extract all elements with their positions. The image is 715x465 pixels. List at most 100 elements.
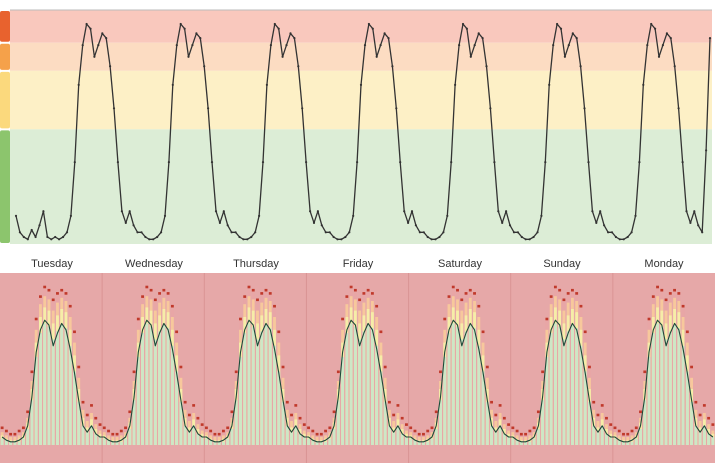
- max-marker: [519, 432, 523, 436]
- series-point: [14, 214, 18, 217]
- max-marker: [541, 370, 545, 374]
- max-marker: [600, 404, 604, 407]
- band-bar-lower: [596, 432, 600, 445]
- max-marker: [345, 295, 349, 298]
- max-marker: [124, 426, 127, 430]
- max-marker: [213, 432, 217, 436]
- band-bar-lower: [319, 441, 323, 445]
- max-marker: [528, 429, 532, 433]
- series-point: [379, 44, 382, 47]
- band-bar-lower: [515, 440, 519, 445]
- day-label-tuesday: Tuesday: [31, 258, 73, 270]
- band-bar-lower: [443, 357, 447, 445]
- series-point: [395, 107, 398, 110]
- max-marker: [285, 400, 289, 404]
- series-point: [442, 231, 445, 234]
- band-bar-lower: [56, 331, 59, 445]
- max-marker: [294, 404, 298, 407]
- series-point: [516, 231, 520, 234]
- band-bar-lower: [575, 328, 579, 445]
- band-bar-lower: [145, 323, 149, 445]
- max-marker: [634, 426, 638, 430]
- series-point: [50, 238, 53, 241]
- max-marker: [490, 400, 493, 404]
- max-marker: [430, 426, 434, 430]
- max-marker: [460, 298, 464, 302]
- max-marker: [456, 288, 459, 292]
- max-marker: [413, 429, 417, 433]
- series-point: [312, 221, 316, 224]
- day-dividers: [101, 273, 614, 463]
- max-marker: [26, 410, 30, 414]
- band-bar-lower: [456, 326, 459, 445]
- series-point: [226, 224, 229, 227]
- max-marker: [311, 429, 315, 433]
- series-point: [657, 55, 661, 58]
- series-point: [689, 221, 692, 224]
- band-bar-lower: [375, 345, 379, 445]
- max-marker: [651, 295, 655, 298]
- band-bar-lower: [677, 328, 681, 445]
- max-marker: [409, 426, 413, 430]
- series-point: [218, 221, 221, 224]
- band-bar-lower: [464, 331, 468, 445]
- max-marker: [609, 423, 613, 426]
- series-point: [207, 107, 210, 110]
- series-point: [610, 231, 614, 234]
- band-bar-lower: [702, 425, 706, 445]
- series-point: [622, 238, 625, 241]
- series-point: [701, 231, 704, 234]
- day-label-monday: Monday: [644, 258, 684, 270]
- series-point: [179, 22, 182, 26]
- max-marker: [119, 429, 123, 433]
- band-bar-lower: [217, 441, 221, 445]
- series-point: [140, 231, 143, 234]
- series-point: [124, 221, 127, 224]
- band-bar-lower: [622, 441, 625, 445]
- max-marker: [673, 288, 676, 292]
- band-bar-lower: [26, 429, 30, 445]
- band-bar-lower: [179, 401, 183, 445]
- series-point: [461, 22, 465, 26]
- band-bar-lower: [588, 401, 591, 445]
- zone-marker-high: [0, 43, 10, 70]
- max-marker: [400, 416, 404, 420]
- max-marker: [562, 298, 566, 302]
- band-bar-lower: [639, 429, 642, 445]
- band-bar-lower: [209, 440, 213, 445]
- band-bar-lower: [17, 441, 21, 445]
- band-bar-lower: [668, 331, 672, 445]
- max-marker: [141, 295, 145, 298]
- band-bar-lower: [383, 401, 387, 445]
- band-bar-lower: [290, 432, 293, 445]
- band-bar-lower: [324, 441, 328, 445]
- series-point: [328, 231, 331, 234]
- series-point: [434, 238, 437, 241]
- band-bar-lower: [200, 437, 204, 445]
- max-marker: [268, 292, 272, 295]
- max-marker: [115, 432, 119, 436]
- series-point: [512, 231, 516, 234]
- max-marker: [370, 292, 374, 295]
- series-point: [116, 161, 119, 164]
- band-bar-lower: [187, 432, 191, 445]
- series-point: [493, 161, 496, 164]
- band-bar-lower: [77, 401, 81, 445]
- series-point: [38, 224, 41, 227]
- max-marker: [690, 365, 694, 369]
- band-bar-lower: [600, 425, 604, 445]
- max-marker: [85, 413, 89, 417]
- series-point: [183, 27, 186, 30]
- series-point: [556, 22, 559, 26]
- series-point: [477, 32, 480, 35]
- band-bar-lower: [166, 328, 170, 445]
- max-marker: [17, 429, 21, 433]
- max-marker: [536, 410, 540, 414]
- max-markers: [0, 285, 715, 436]
- series-point: [238, 235, 241, 239]
- band-bar-lower: [111, 441, 115, 445]
- band-bar-lower: [222, 441, 225, 445]
- band-bar-lower: [660, 326, 664, 445]
- band-bar-lower: [643, 400, 647, 445]
